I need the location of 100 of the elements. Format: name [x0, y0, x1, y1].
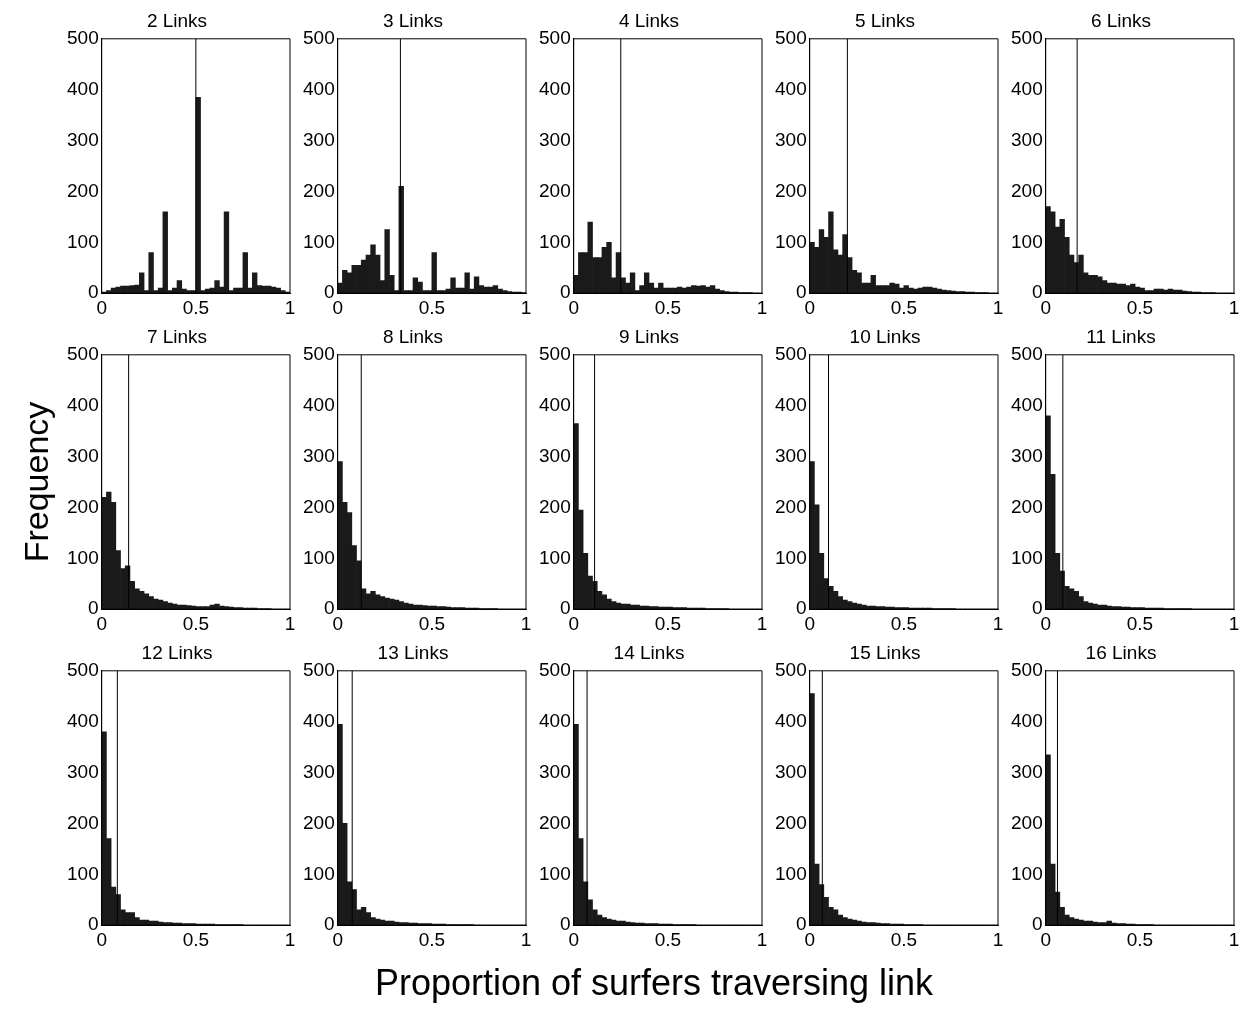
- y-tick-label: 300: [775, 760, 807, 782]
- y-tick-label: 400: [303, 709, 335, 731]
- y-tick-label: 500: [775, 27, 807, 49]
- y-tick-label: 200: [1011, 495, 1043, 517]
- y-tick-label: 300: [539, 128, 571, 150]
- x-tick-label: 1: [284, 612, 296, 634]
- x-tick-label: 1: [284, 296, 296, 318]
- x-tick-label: 0.5: [1126, 612, 1154, 634]
- chart-title: 16 Links: [1085, 641, 1157, 663]
- y-tick-label: 200: [775, 811, 807, 833]
- chart-title: 13 Links: [377, 641, 449, 663]
- y-tick-label: 300: [539, 760, 571, 782]
- y-tick-label: 0: [1032, 281, 1043, 303]
- y-tick-label: 400: [1011, 77, 1043, 99]
- y-tick-label: 400: [775, 77, 807, 99]
- y-tick-label: 200: [303, 495, 335, 517]
- x-tick-label: 0.5: [654, 612, 682, 634]
- y-tick-label: 300: [775, 128, 807, 150]
- y-tick-label: 200: [67, 495, 99, 517]
- x-axis-title: Proportion of surfers traversing link: [373, 962, 935, 1004]
- x-tick-label: 0.5: [182, 296, 210, 318]
- y-tick-label: 200: [539, 811, 571, 833]
- y-tick-label: 300: [67, 760, 99, 782]
- y-tick-label: 300: [303, 760, 335, 782]
- y-tick-label: 0: [324, 913, 335, 935]
- y-tick-label: 100: [539, 546, 571, 568]
- y-tick-label: 0: [88, 597, 99, 619]
- x-tick-label: 1: [756, 928, 768, 950]
- y-tick-label: 100: [775, 546, 807, 568]
- y-tick-label: 0: [1032, 913, 1043, 935]
- x-tick-label: 0.5: [418, 612, 446, 634]
- y-tick-label: 100: [1011, 546, 1043, 568]
- y-tick-label: 0: [796, 913, 807, 935]
- x-tick-label: 1: [756, 612, 768, 634]
- y-tick-label: 100: [303, 862, 335, 884]
- y-tick-label: 0: [88, 281, 99, 303]
- x-tick-label: 1: [520, 296, 532, 318]
- y-tick-label: 0: [560, 281, 571, 303]
- y-tick-label: 300: [539, 444, 571, 466]
- y-tick-label: 300: [1011, 128, 1043, 150]
- y-tick-label: 100: [1011, 230, 1043, 252]
- y-tick-label: 200: [775, 495, 807, 517]
- y-tick-label: 100: [775, 230, 807, 252]
- y-tick-label: 0: [796, 281, 807, 303]
- x-tick-label: 1: [992, 928, 1004, 950]
- chart-title: 10 Links: [849, 325, 921, 347]
- y-tick-label: 400: [303, 393, 335, 415]
- y-tick-label: 500: [775, 659, 807, 681]
- y-tick-label: 100: [539, 862, 571, 884]
- y-tick-label: 200: [303, 179, 335, 201]
- y-tick-label: 400: [67, 709, 99, 731]
- y-tick-label: 300: [775, 444, 807, 466]
- x-tick-label: 1: [1228, 612, 1240, 634]
- y-tick-label: 500: [539, 659, 571, 681]
- x-tick-label: 0.5: [182, 928, 210, 950]
- y-tick-label: 500: [1011, 343, 1043, 365]
- y-tick-label: 0: [324, 597, 335, 619]
- y-tick-label: 500: [67, 343, 99, 365]
- y-tick-label: 200: [1011, 179, 1043, 201]
- y-tick-label: 0: [796, 597, 807, 619]
- y-tick-label: 0: [1032, 597, 1043, 619]
- y-tick-label: 400: [303, 77, 335, 99]
- y-tick-label: 400: [539, 77, 571, 99]
- y-tick-label: 100: [303, 230, 335, 252]
- y-tick-label: 0: [560, 913, 571, 935]
- x-tick-label: 1: [1228, 928, 1240, 950]
- x-tick-label: 0.5: [890, 296, 918, 318]
- y-tick-label: 400: [775, 709, 807, 731]
- x-tick-label: 1: [520, 928, 532, 950]
- chart-title: 8 Links: [382, 325, 444, 347]
- y-tick-label: 300: [1011, 444, 1043, 466]
- x-tick-label: 0.5: [1126, 928, 1154, 950]
- chart-title: 15 Links: [849, 641, 921, 663]
- y-tick-label: 500: [775, 343, 807, 365]
- y-tick-label: 400: [539, 393, 571, 415]
- y-tick-label: 500: [539, 343, 571, 365]
- y-tick-label: 100: [1011, 862, 1043, 884]
- y-tick-label: 400: [1011, 393, 1043, 415]
- y-tick-label: 400: [67, 77, 99, 99]
- x-tick-label: 0.5: [890, 612, 918, 634]
- y-tick-label: 500: [303, 343, 335, 365]
- chart-title: 3 Links: [382, 9, 444, 31]
- y-tick-label: 100: [775, 862, 807, 884]
- x-tick-label: 0.5: [654, 296, 682, 318]
- x-tick-label: 0.5: [418, 928, 446, 950]
- y-tick-label: 500: [67, 659, 99, 681]
- chart-title: 4 Links: [618, 9, 680, 31]
- y-tick-label: 200: [775, 179, 807, 201]
- y-axis-title: Frequency: [16, 401, 56, 563]
- x-tick-label: 1: [992, 296, 1004, 318]
- y-tick-label: 500: [67, 27, 99, 49]
- x-tick-label: 0.5: [182, 612, 210, 634]
- y-tick-label: 0: [560, 597, 571, 619]
- y-tick-label: 200: [1011, 811, 1043, 833]
- y-tick-label: 0: [324, 281, 335, 303]
- x-tick-label: 0.5: [654, 928, 682, 950]
- y-tick-label: 500: [1011, 659, 1043, 681]
- y-tick-label: 200: [67, 179, 99, 201]
- chart-title: 12 Links: [141, 641, 213, 663]
- y-tick-label: 100: [67, 546, 99, 568]
